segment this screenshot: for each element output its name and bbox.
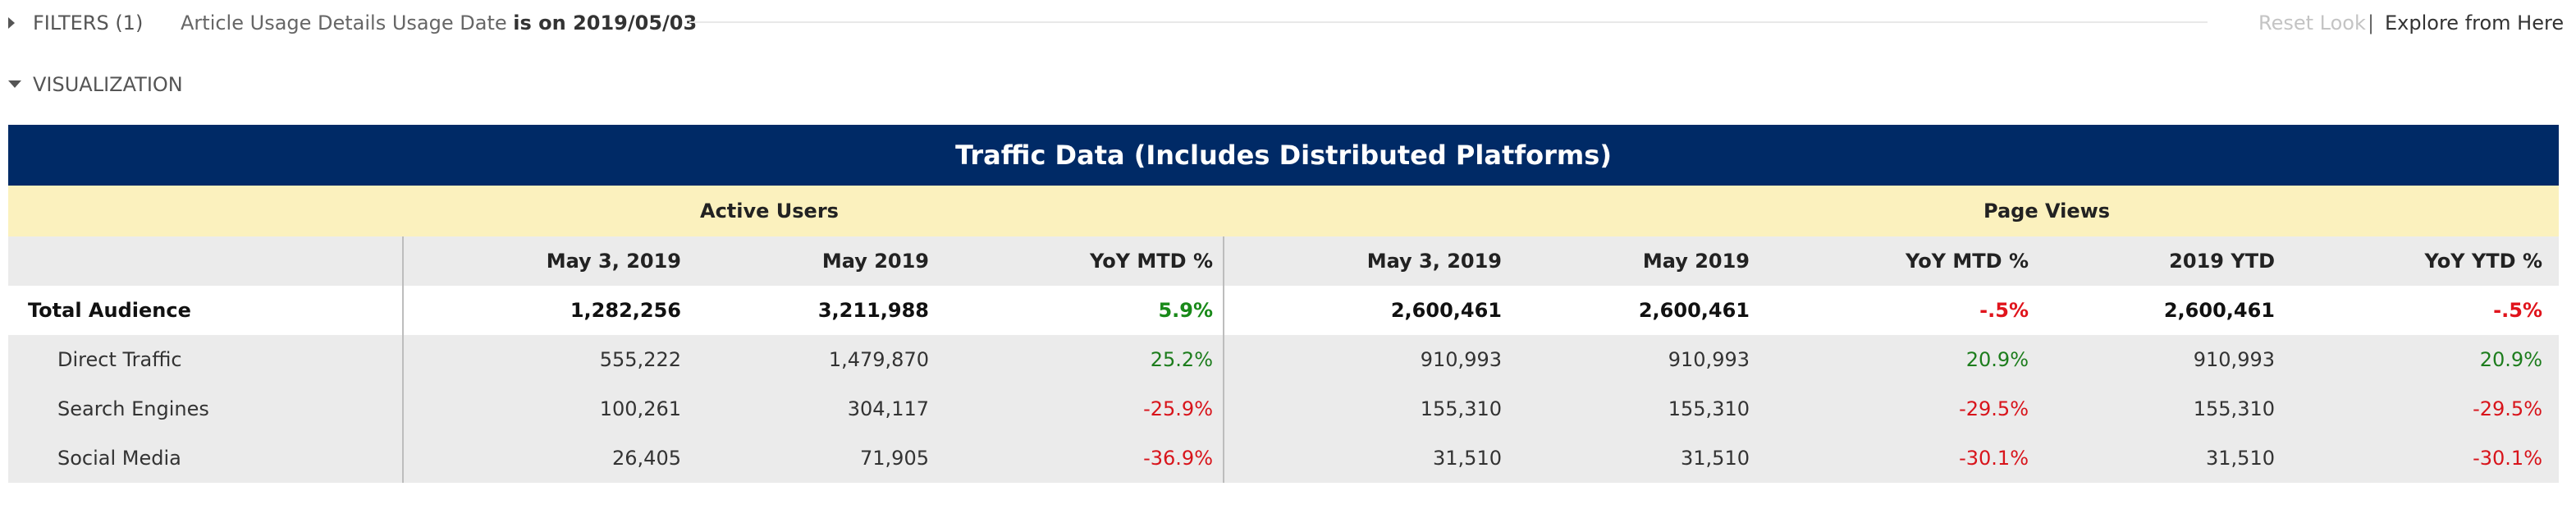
cell: -.5% (1979, 299, 2029, 322)
group-page-views: Page Views (1983, 200, 2111, 223)
cell: 20.9% (1965, 348, 2029, 371)
collapse-visualization-icon[interactable] (8, 80, 21, 88)
reset-look-link[interactable]: Reset Look (2258, 11, 2366, 34)
column-divider (1223, 236, 1224, 483)
cell: 100,261 (599, 397, 681, 420)
cell: 31,510 (2206, 447, 2275, 470)
col-header-pv-day[interactable]: May 3, 2019 (1366, 250, 1502, 273)
col-header-au-day[interactable]: May 3, 2019 (546, 250, 681, 273)
cell: 910,993 (1420, 348, 1502, 371)
group-active-users: Active Users (700, 200, 839, 223)
filters-toggle[interactable]: FILTERS (1) (33, 11, 144, 34)
cell: 304,117 (847, 397, 929, 420)
cell: -29.5% (2473, 397, 2542, 420)
link-separator: | (2368, 11, 2375, 34)
cell: -25.9% (1143, 397, 1213, 420)
table-row: Direct Traffic 555,222 1,479,870 25.2% 9… (8, 335, 2559, 384)
cell: -.5% (2493, 299, 2542, 322)
cell: 555,222 (599, 348, 681, 371)
cell: -36.9% (1143, 447, 1213, 470)
traffic-data-table: Traffic Data (Includes Distributed Platf… (8, 125, 2559, 483)
column-header-row: May 3, 2019 May 2019 YoY MTD % May 3, 20… (8, 236, 2559, 286)
cell: 31,510 (1433, 447, 1502, 470)
row-label: Social Media (57, 447, 181, 470)
expand-filters-icon[interactable] (8, 17, 15, 29)
filter-value: is on 2019/05/03 (513, 11, 698, 34)
cell: -29.5% (1959, 397, 2029, 420)
cell: 26,405 (612, 447, 681, 470)
col-header-pv-yoy-mtd[interactable]: YoY MTD % (1906, 250, 2029, 273)
cell: 155,310 (1420, 397, 1502, 420)
filter-divider (689, 21, 2208, 23)
col-header-pv-ytd[interactable]: 2019 YTD (2169, 250, 2275, 273)
table-title: Traffic Data (Includes Distributed Platf… (8, 125, 2559, 186)
cell: 910,993 (2193, 348, 2275, 371)
cell: 5.9% (1158, 299, 1213, 322)
table-row: Search Engines 100,261 304,117 -25.9% 15… (8, 384, 2559, 434)
row-label: Search Engines (57, 397, 209, 420)
cell: 1,282,256 (570, 299, 681, 322)
cell: 20.9% (2479, 348, 2542, 371)
row-label: Total Audience (28, 299, 191, 322)
cell: -30.1% (1959, 447, 2029, 470)
cell: -30.1% (2473, 447, 2542, 470)
table-row: Social Media 26,405 71,905 -36.9% 31,510… (8, 434, 2559, 483)
cell: 155,310 (2193, 397, 2275, 420)
visualization-label[interactable]: VISUALIZATION (33, 73, 183, 96)
cell: 2,600,461 (1638, 299, 1750, 322)
col-header-pv-yoy-ytd[interactable]: YoY YTD % (2424, 250, 2542, 273)
cell: 3,211,988 (817, 299, 929, 322)
column-divider (402, 236, 404, 483)
cell: 155,310 (1668, 397, 1750, 420)
col-header-au-yoy-mtd[interactable]: YoY MTD % (1090, 250, 1213, 273)
filter-field: Article Usage Details Usage Date (181, 11, 507, 34)
cell: 71,905 (860, 447, 929, 470)
row-label: Direct Traffic (57, 348, 182, 371)
table-row: Total Audience 1,282,256 3,211,988 5.9% … (8, 286, 2559, 335)
filter-condition[interactable]: Article Usage Details Usage Date is on 2… (181, 11, 697, 34)
col-header-au-month[interactable]: May 2019 (821, 250, 929, 273)
explore-from-here-link[interactable]: Explore from Here (2385, 11, 2565, 34)
cell: 2,600,461 (2163, 299, 2275, 322)
col-header-pv-month[interactable]: May 2019 (1642, 250, 1750, 273)
cell: 25.2% (1150, 348, 1213, 371)
visualization-header[interactable]: VISUALIZATION (0, 69, 492, 102)
group-header-row: Active Users Page Views (8, 186, 2559, 236)
cell: 910,993 (1668, 348, 1750, 371)
cell: 1,479,870 (828, 348, 929, 371)
cell: 2,600,461 (1390, 299, 1502, 322)
filters-bar: FILTERS (1) Article Usage Details Usage … (0, 0, 2576, 49)
cell: 31,510 (1681, 447, 1750, 470)
